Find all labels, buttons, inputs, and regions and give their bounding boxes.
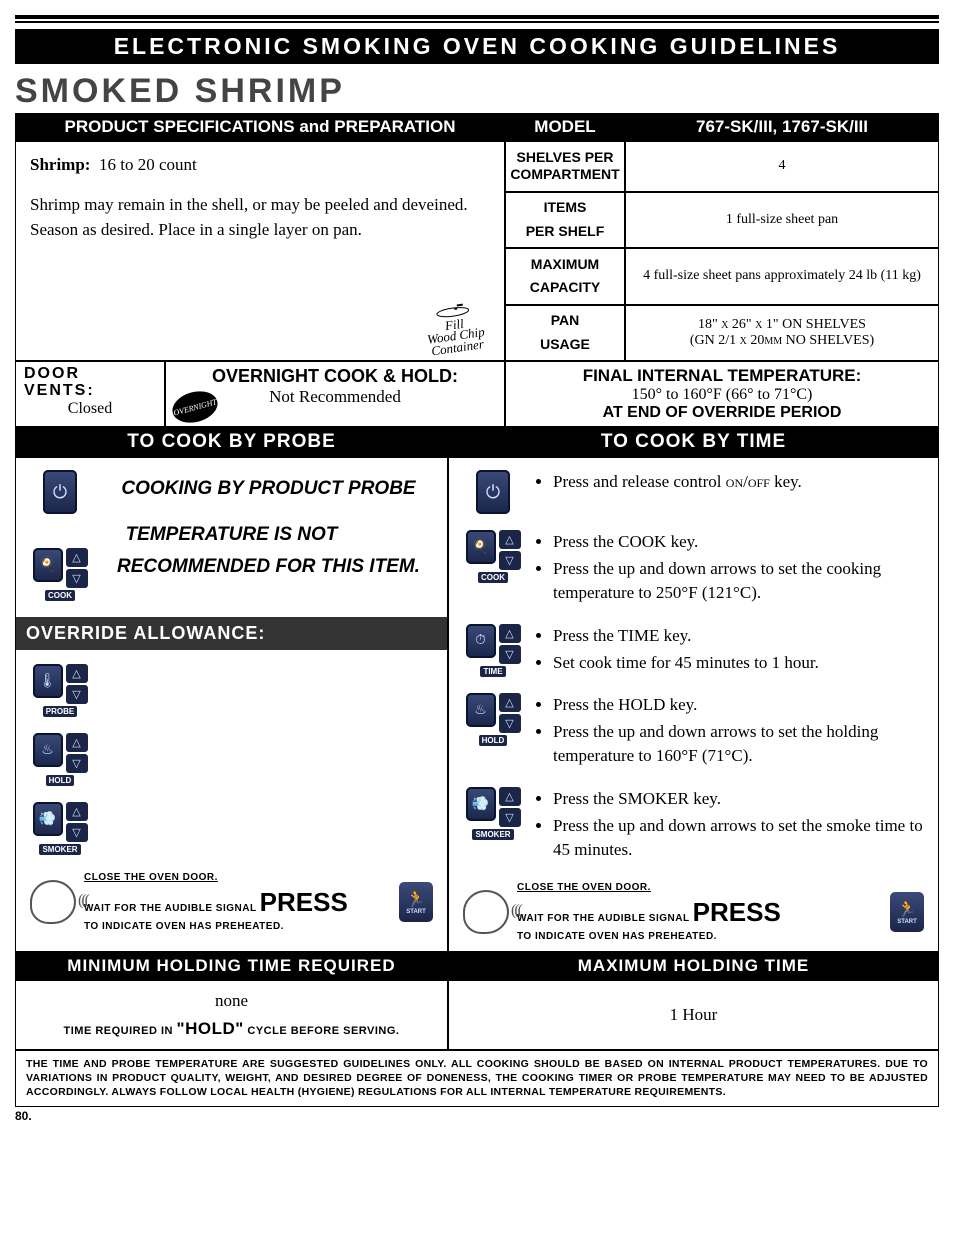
- step-4a: Press the HOLD key.: [553, 693, 924, 718]
- probe-header: TO COOK BY PROBE: [15, 427, 448, 457]
- time-header: TO COOK BY TIME: [448, 427, 939, 457]
- items-label: ITEMSPER SHELF: [505, 192, 625, 249]
- ear-icon: [463, 890, 509, 934]
- top-rule-thin: [15, 21, 939, 23]
- shrimp-label: Shrimp:: [30, 155, 90, 174]
- page-banner: ELECTRONIC SMOKING OVEN COOKING GUIDELIN…: [15, 29, 939, 64]
- step-4b: Press the up and down arrows to set the …: [553, 720, 924, 769]
- smoker-button-icon: 💨: [33, 802, 63, 836]
- cook-bodies: ⏻ COOKING BY PRODUCT PROBE TEMPERATURE I…: [15, 457, 939, 952]
- ear-icon: [30, 880, 76, 924]
- spec-header: PRODUCT SPECIFICATIONS and PREPARATION: [15, 113, 505, 141]
- step-2a: Press the COOK key.: [553, 530, 924, 555]
- prep-body: Shrimp: 16 to 20 count Shrimp may remain…: [15, 141, 505, 361]
- hold-bodies: none TIME REQUIRED IN "HOLD" CYCLE BEFOR…: [15, 980, 939, 1050]
- cook-button-icon: 🍳: [466, 530, 496, 564]
- maxcap-value: 4 full-size sheet pans approximately 24 …: [625, 248, 939, 305]
- shrimp-count: 16 to 20 count: [99, 155, 197, 174]
- step-1: Press and release control on/off key.: [553, 470, 802, 495]
- probe-warning-3: RECOMMENDED FOR THIS ITEM.: [104, 548, 433, 586]
- disclaimer: THE TIME AND PROBE TEMPERATURE ARE SUGGE…: [15, 1050, 939, 1107]
- recipe-title: SMOKED SHRIMP: [15, 72, 939, 111]
- step-5a: Press the SMOKER key.: [553, 787, 924, 812]
- model-value: 767-SK/III, 1767-SK/III: [625, 113, 939, 141]
- power-button-icon: ⏻: [476, 470, 510, 514]
- step-5b: Press the up and down arrows to set the …: [553, 814, 924, 863]
- model-header: MODEL: [505, 113, 625, 141]
- power-button-icon: ⏻: [43, 470, 77, 514]
- hold-headers: MINIMUM HOLDING TIME REQUIRED MAXIMUM HO…: [15, 952, 939, 980]
- maxhold-header: MAXIMUM HOLDING TIME: [448, 952, 939, 980]
- maxhold-body: 1 Hour: [448, 980, 939, 1050]
- prep-text: Shrimp may remain in the shell, or may b…: [30, 192, 490, 243]
- cook-button-icon: 🍳: [33, 548, 63, 582]
- down-arrow-icon: ▽: [66, 569, 88, 588]
- up-arrow-icon: △: [66, 548, 88, 567]
- pan-label: PANUSAGE: [505, 305, 625, 362]
- step-2b: Press the up and down arrows to set the …: [553, 557, 924, 606]
- spec-table: SHELVES PER COMPARTMENT 4 ITEMSPER SHELF…: [505, 141, 939, 361]
- probe-button-icon: 🌡: [33, 664, 63, 698]
- maxcap-label: MAXIMUMCAPACITY: [505, 248, 625, 305]
- time-body: ⏻ Press and release control on/off key. …: [448, 457, 939, 952]
- pan-value: 18" x 26" x 1" ON SHELVES (GN 2/1 x 20mm…: [625, 305, 939, 362]
- hold-button-icon: ♨: [33, 733, 63, 767]
- woodchip-icon: Fill Wood Chip Container: [423, 299, 487, 357]
- items-value: 1 full-size sheet pan: [625, 192, 939, 249]
- page-number: 80.: [15, 1109, 939, 1123]
- overnight-cell: OVERNIGHT COOK & HOLD: Not Recommended O…: [165, 361, 505, 427]
- minhold-header: MINIMUM HOLDING TIME REQUIRED: [15, 952, 448, 980]
- spec-row: PRODUCT SPECIFICATIONS and PREPARATION M…: [15, 113, 939, 141]
- start-button-icon: 🏃START: [890, 892, 924, 932]
- step-3b: Set cook time for 45 minutes to 1 hour.: [553, 651, 819, 676]
- smoker-button-icon: 💨: [466, 787, 496, 821]
- top-rule: [15, 15, 939, 19]
- probe-warning: COOKING BY PRODUCT PROBE: [104, 470, 433, 508]
- final-temp: FINAL INTERNAL TEMPERATURE: 150° to 160°…: [505, 361, 939, 427]
- time-button-icon: ⏱: [466, 624, 496, 658]
- press-row-right: CLOSE THE OVEN DOOR. WAIT FOR THE AUDIBL…: [463, 881, 924, 943]
- override-header: OVERRIDE ALLOWANCE:: [16, 617, 447, 650]
- shelves-label: SHELVES PER COMPARTMENT: [505, 141, 625, 192]
- hold-button-icon: ♨: [466, 693, 496, 727]
- start-button-icon: 🏃START: [399, 882, 433, 922]
- step-3a: Press the TIME key.: [553, 624, 819, 649]
- probe-body: ⏻ COOKING BY PRODUCT PROBE TEMPERATURE I…: [15, 457, 448, 952]
- row2: DOOR VENTS: Closed OVERNIGHT COOK & HOLD…: [15, 361, 939, 427]
- cook-headers: TO COOK BY PROBE TO COOK BY TIME: [15, 427, 939, 457]
- press-row-left: CLOSE THE OVEN DOOR. WAIT FOR THE AUDIBL…: [30, 871, 433, 933]
- minhold-body: none TIME REQUIRED IN "HOLD" CYCLE BEFOR…: [15, 980, 448, 1050]
- door-vents: DOOR VENTS: Closed: [15, 361, 165, 427]
- shelves-value: 4: [625, 141, 939, 192]
